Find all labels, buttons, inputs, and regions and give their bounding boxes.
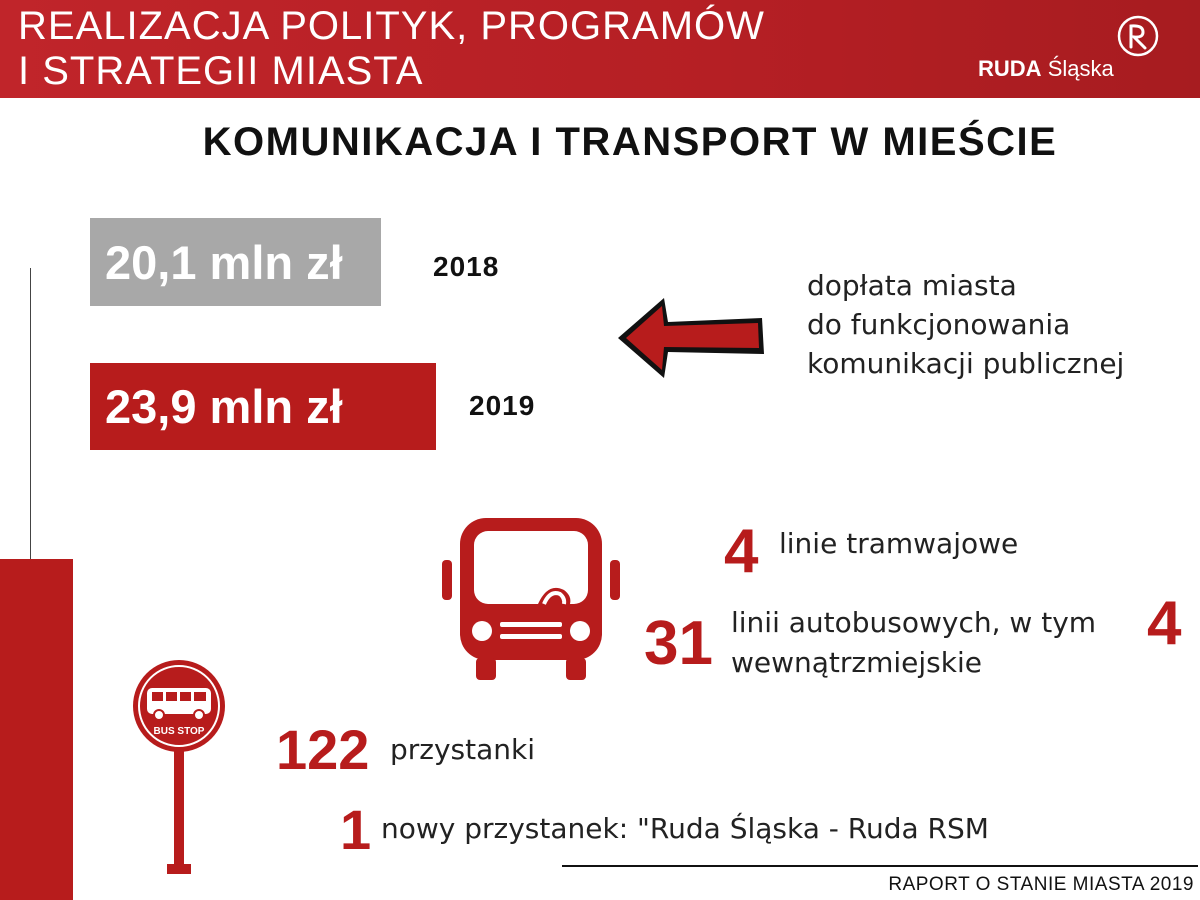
footer-divider (562, 865, 1198, 867)
bus-lines-label: linii autobusowych, w tym wewnątrzmiejsk… (731, 603, 1096, 683)
year-2018-label: 2018 (433, 251, 500, 282)
header-title-line1: REALIZACJA POLITYK, PROGRAMÓW (18, 4, 765, 48)
header-title-line2: I STRATEGII MIASTA (18, 49, 424, 93)
left-arrow-icon (618, 298, 764, 378)
new-stops-count: 1 (340, 798, 372, 861)
tram-lines-label: linie tramwajowe (779, 527, 1019, 560)
funding-description-line3: komunikacji publicznej (807, 347, 1125, 380)
year-2019-label: 2019 (469, 390, 536, 421)
internal-bus-lines-count: 4 (1147, 589, 1182, 658)
logo-light: Śląska (1047, 56, 1114, 81)
amount-2018-box: 20,1 mln zł (90, 218, 381, 306)
funding-description-line1: dopłata miasta (807, 269, 1017, 302)
tram-lines-count: 4 (724, 517, 759, 586)
new-stop-label: nowy przystanek: "Ruda Śląska - Ruda RSM (381, 812, 989, 845)
page-title: KOMUNIKACJA I TRANSPORT W MIEŚCIE (202, 120, 1058, 164)
header-banner: REALIZACJA POLITYK, PROGRAMÓW I STRATEGI… (0, 0, 1200, 98)
stops-label: przystanki (390, 733, 536, 766)
bus-lines-label-line1: linii autobusowych, w tym (731, 606, 1097, 639)
amount-2019-box: 23,9 mln zł (90, 363, 436, 450)
funding-description: dopłata miasta do funkcjonowania komunik… (807, 266, 1124, 383)
bus-stop-sign-icon: BUS STOP (133, 660, 225, 874)
bus-lines-label-line2: wewnątrzmiejskie (731, 646, 982, 679)
stops-count: 122 (276, 718, 370, 781)
bus-stop-sign-text: BUS STOP (154, 726, 205, 737)
logo-wordmark: RUDA Śląska (978, 56, 1114, 82)
footer-text: RAPORT O STANIE MIASTA 2019 (888, 874, 1194, 895)
bus-icon (442, 518, 620, 680)
header-title: REALIZACJA POLITYK, PROGRAMÓW I STRATEGI… (18, 4, 765, 94)
ruda-slaska-logo-icon (1117, 15, 1159, 57)
logo-bold: RUDA (978, 56, 1042, 81)
funding-description-line2: do funkcjonowania (807, 308, 1071, 341)
bus-lines-count: 31 (644, 609, 713, 678)
vertical-divider (30, 268, 31, 560)
left-accent-strip (0, 559, 73, 900)
